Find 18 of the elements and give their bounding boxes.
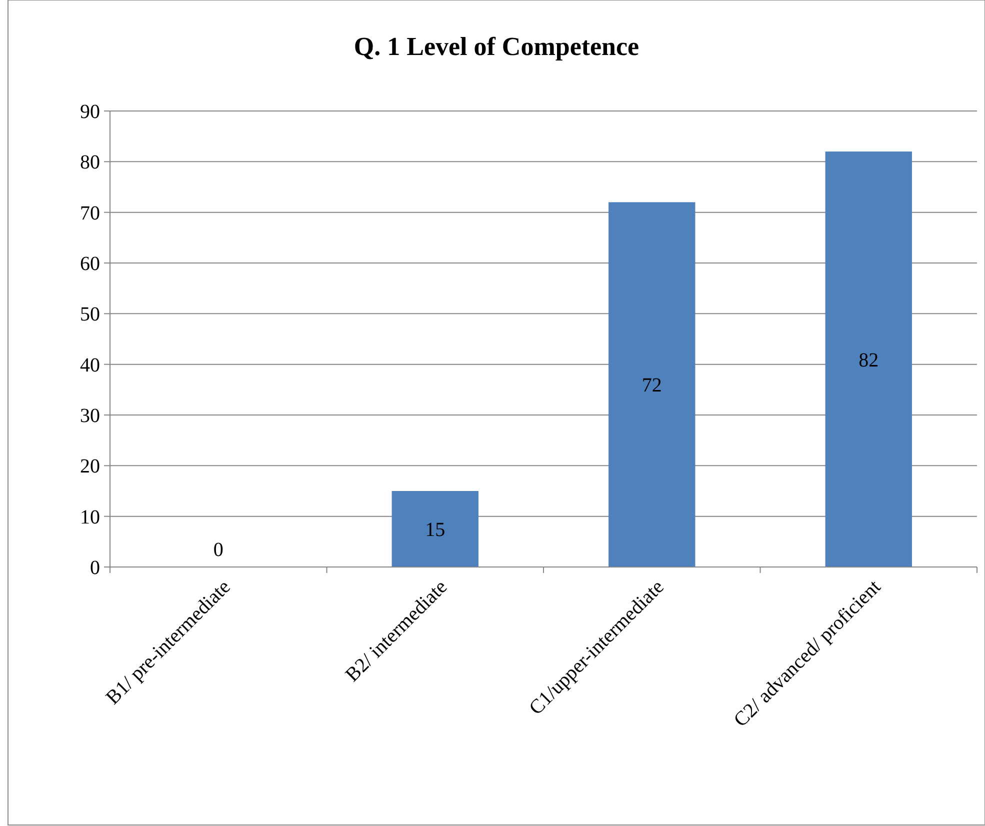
y-tick-label: 70: [80, 202, 100, 224]
y-tick-label: 40: [80, 354, 100, 376]
y-tick-label: 10: [80, 506, 100, 528]
y-tick-label: 50: [80, 304, 100, 326]
y-tick-label: 30: [80, 405, 100, 427]
y-tick-label: 60: [80, 253, 100, 275]
y-tick-label: 90: [80, 101, 100, 123]
data-label: 15: [425, 519, 446, 541]
y-tick-label: 20: [80, 456, 100, 478]
bar: [608, 202, 696, 567]
data-label: 72: [642, 374, 662, 397]
data-label: 82: [858, 349, 879, 372]
chart-title: Q. 1 Level of Competence: [354, 32, 640, 61]
y-tick-label: 0: [90, 557, 100, 579]
bar: [392, 491, 478, 567]
y-tick-label: 80: [80, 152, 100, 174]
bar: [825, 152, 912, 567]
data-label: 0: [213, 539, 224, 561]
